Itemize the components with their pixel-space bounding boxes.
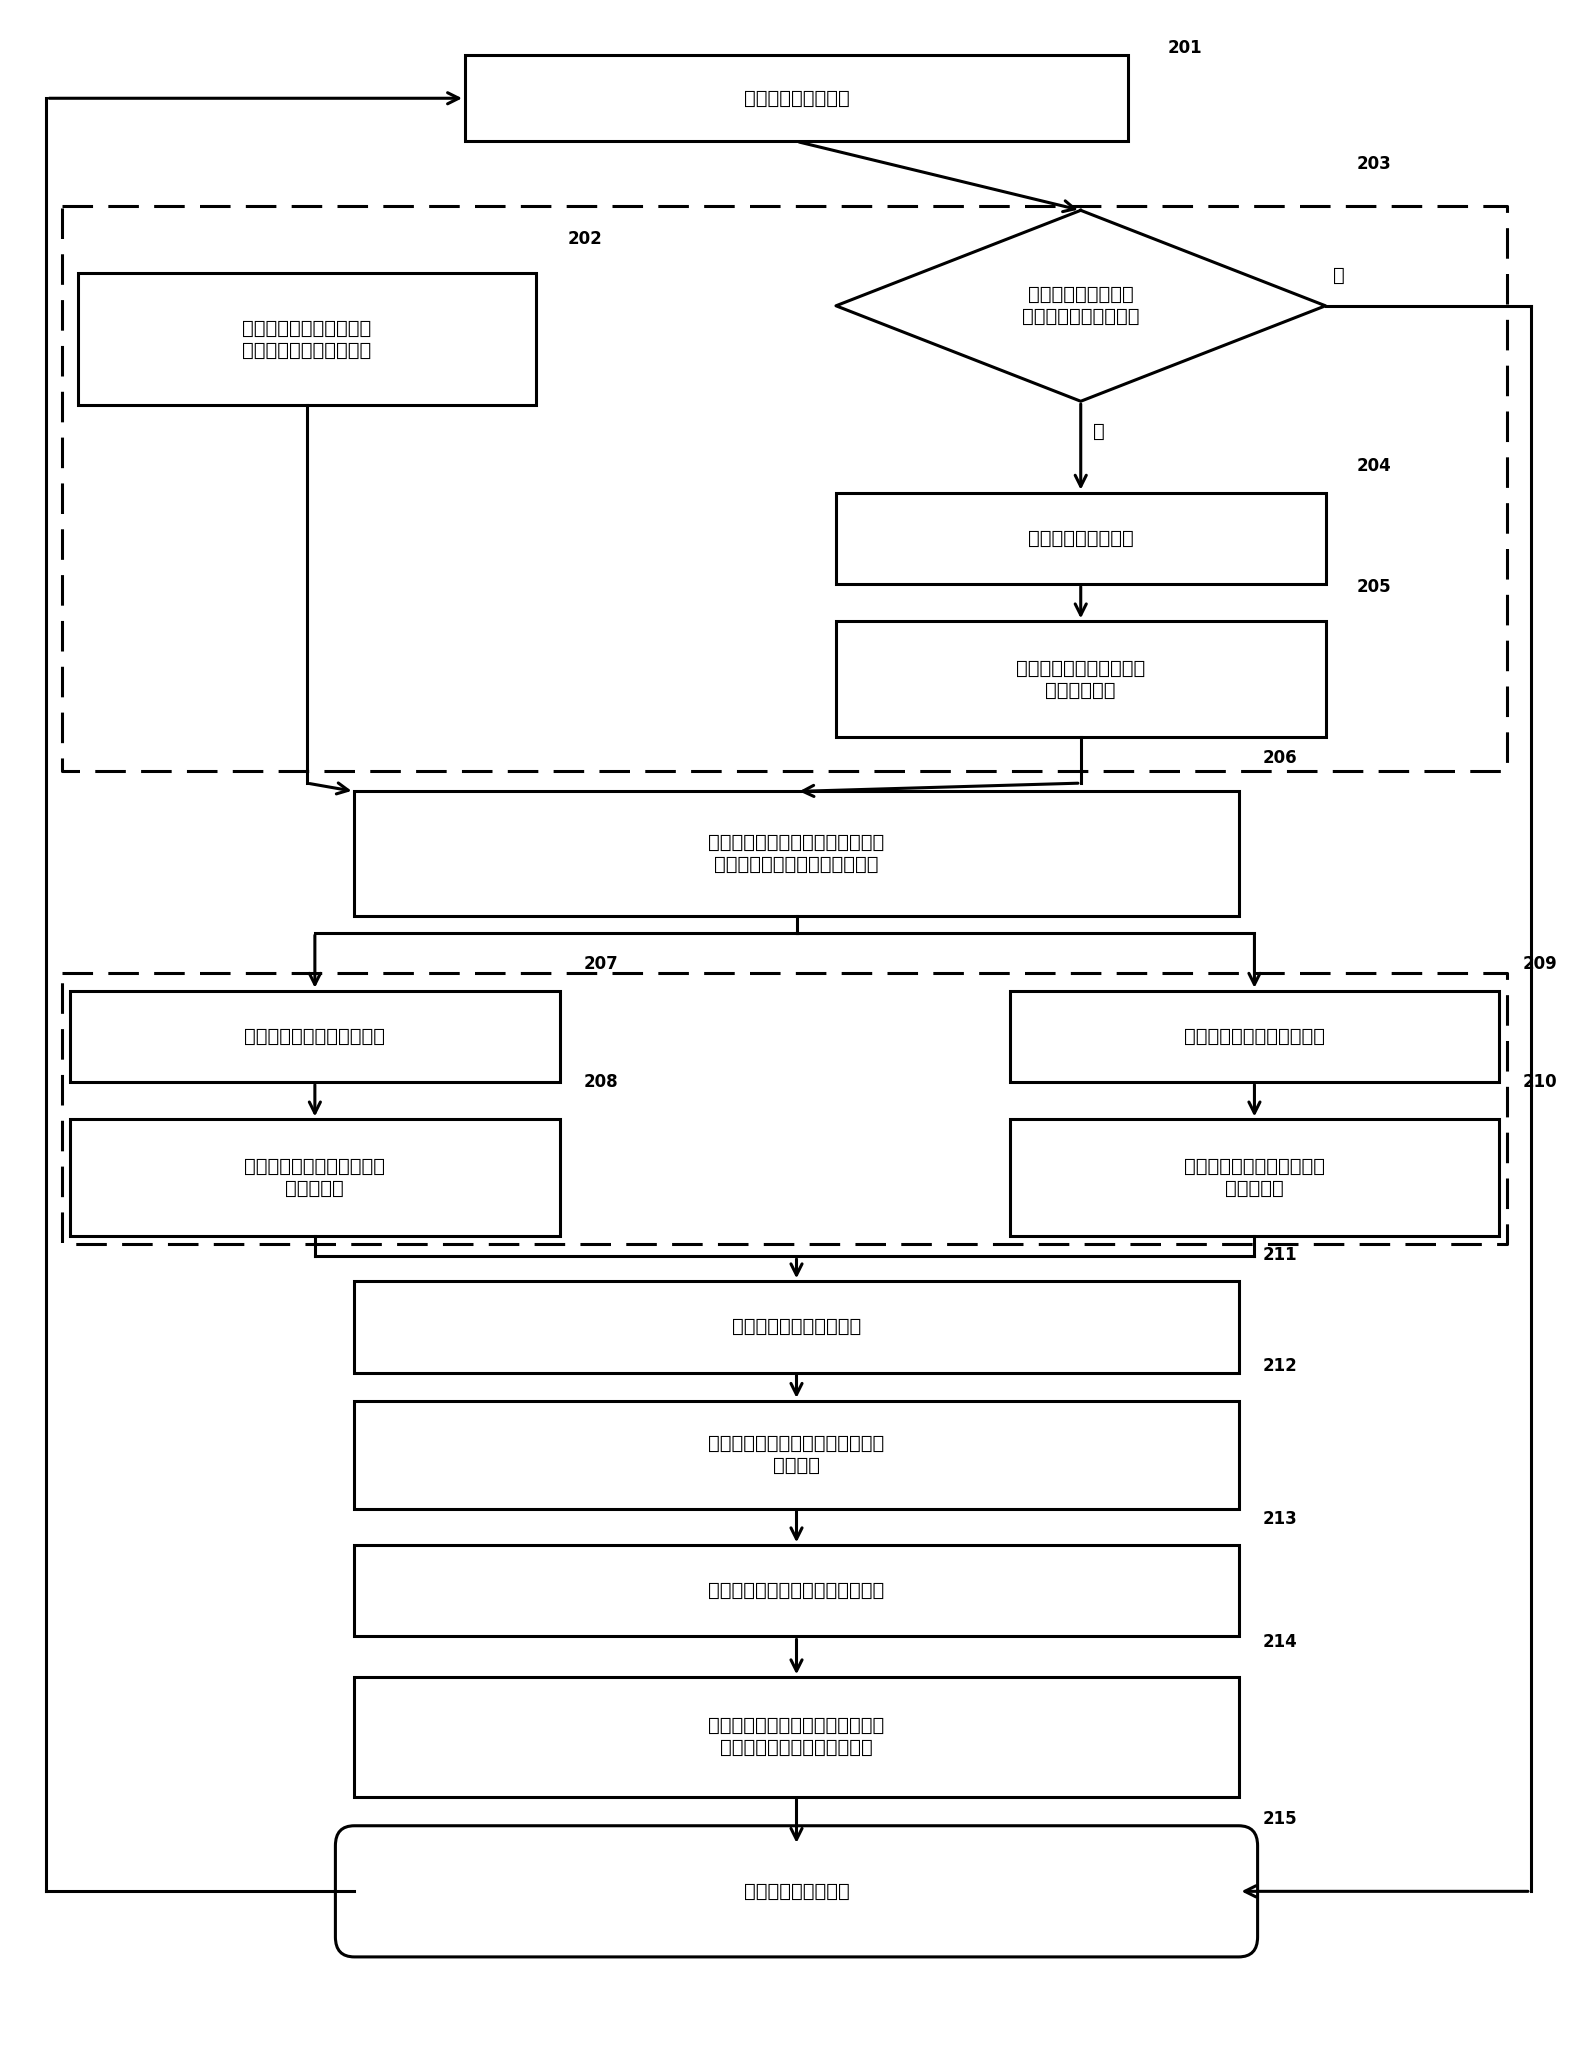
Text: 208: 208 [583, 1073, 618, 1092]
Text: 211: 211 [1262, 1246, 1297, 1264]
Text: 终端对可用频谱做信道测量: 终端对可用频谱做信道测量 [1184, 1026, 1325, 1047]
FancyBboxPatch shape [836, 493, 1325, 584]
FancyBboxPatch shape [354, 1678, 1239, 1797]
Text: 终端将频谱检测结果上报
至认知信息库: 终端将频谱检测结果上报 至认知信息库 [1016, 658, 1145, 699]
FancyBboxPatch shape [1010, 991, 1499, 1081]
Text: 201: 201 [1168, 39, 1203, 58]
Text: 基站终端进行重配置，并实施传输: 基站终端进行重配置，并实施传输 [709, 1581, 884, 1600]
FancyBboxPatch shape [354, 792, 1239, 915]
Text: 205: 205 [1357, 578, 1392, 596]
Text: 无线资源分配决策传送至各重配置
管理单元: 无线资源分配决策传送至各重配置 管理单元 [709, 1435, 884, 1476]
FancyBboxPatch shape [354, 1400, 1239, 1509]
Text: 基站对可用频谱做信道测量: 基站对可用频谱做信道测量 [244, 1026, 386, 1047]
Text: 认知信息库汇集频谱检测结果，确
定系统可用频谱，并将结果下发: 认知信息库汇集频谱检测结果，确 定系统可用频谱，并将结果下发 [709, 833, 884, 874]
Text: 206: 206 [1262, 748, 1297, 767]
Text: 传输结束，终端更新业务状态，并
将更新信息同步至认知信息库: 传输结束，终端更新业务状态，并 将更新信息同步至认知信息库 [709, 1717, 884, 1758]
Text: 基站做无线资源分配决策: 基站做无线资源分配决策 [731, 1318, 862, 1336]
Text: 214: 214 [1262, 1632, 1297, 1651]
Text: 终端监测业务状态，
看是否有业务正在进行: 终端监测业务状态， 看是否有业务正在进行 [1023, 286, 1139, 327]
FancyBboxPatch shape [78, 273, 535, 405]
Polygon shape [836, 210, 1325, 401]
Text: 203: 203 [1357, 154, 1392, 173]
FancyBboxPatch shape [465, 56, 1128, 142]
Text: 终端做本地频谱检测: 终端做本地频谱检测 [1027, 528, 1134, 547]
FancyBboxPatch shape [354, 1281, 1239, 1373]
Text: 基站将信道测量结果传送至
认知信息库: 基站将信道测量结果传送至 认知信息库 [244, 1158, 386, 1199]
Text: 209: 209 [1523, 956, 1558, 972]
Text: 等待下一个周期到来: 等待下一个周期到来 [744, 1881, 849, 1902]
Text: 202: 202 [567, 230, 602, 247]
FancyBboxPatch shape [354, 1546, 1239, 1637]
Text: 是: 是 [1093, 421, 1106, 440]
FancyBboxPatch shape [836, 621, 1325, 738]
Text: 213: 213 [1262, 1509, 1297, 1528]
FancyBboxPatch shape [70, 1118, 559, 1236]
FancyBboxPatch shape [336, 1826, 1257, 1957]
FancyBboxPatch shape [70, 991, 559, 1081]
Text: 207: 207 [583, 956, 618, 972]
Text: 210: 210 [1523, 1073, 1558, 1092]
Text: 终端将信道测量结果传送至
认知信息库: 终端将信道测量结果传送至 认知信息库 [1184, 1158, 1325, 1199]
Text: 204: 204 [1357, 456, 1392, 475]
Text: 212: 212 [1262, 1357, 1297, 1375]
Text: 基站做本地频谱检测，并
将结果传送至认知信息库: 基站做本地频谱检测，并 将结果传送至认知信息库 [242, 319, 371, 360]
Text: 215: 215 [1262, 1809, 1297, 1828]
Text: 新无线资源分配开始: 新无线资源分配开始 [744, 88, 849, 107]
FancyBboxPatch shape [1010, 1118, 1499, 1236]
Text: 否: 否 [1333, 267, 1344, 286]
